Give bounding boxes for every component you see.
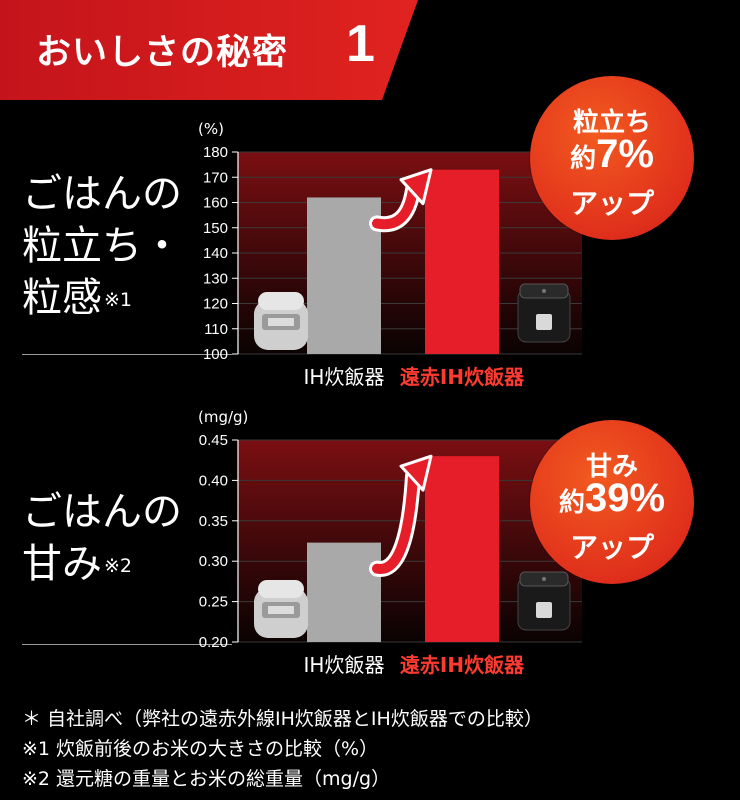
chart-sweetness: (mg/g) 0.20 0.25 0.30 0.35 0.40 0.45 IH炊飯器 遠赤IH炊… <box>180 406 600 696</box>
footnote-1: ※1 炊飯前後のお米の大きさの比較（%） <box>22 738 379 760</box>
badge-sweetness-line1: 甘み <box>585 452 638 482</box>
badge-grain-line3: アップ <box>569 187 654 220</box>
y-tick-label: 150 <box>203 220 228 237</box>
category-label: 遠赤IH炊飯器 <box>400 653 525 677</box>
y-tick-label: 0.20 <box>199 634 228 651</box>
rice-cooker-ih-icon <box>254 580 308 638</box>
category-label: IH炊飯器 <box>304 365 385 389</box>
section-1-divider <box>22 354 232 355</box>
y-tick-label: 160 <box>203 195 228 212</box>
banner-number: 1 <box>346 15 375 73</box>
y-tick-label: 110 <box>204 321 228 338</box>
rice-cooker-far-infrared-icon <box>517 571 571 631</box>
section-2-label-line: ごはんの <box>22 489 182 535</box>
rice-cooker-ih-icon <box>254 292 308 350</box>
y-tick-label: 0.40 <box>199 472 228 489</box>
bar-ih <box>307 197 381 354</box>
arrow-body <box>372 471 418 574</box>
rice-cooker-far-infrared-icon <box>517 283 571 343</box>
bar-ih <box>307 542 381 642</box>
badge-grain-line2: 約7% <box>570 132 654 176</box>
y-tick-label: 0.45 <box>199 432 228 449</box>
section-2-label: ごはんの 甘み ※2 <box>22 486 182 590</box>
y-tick-label: 0.30 <box>199 553 228 570</box>
footnote-survey: ＊ 自社調べ（弊社の遠赤外線IH炊飯器とIH炊飯器での比較） <box>22 708 543 730</box>
arrow-body <box>372 184 418 230</box>
y-tick-label: 140 <box>203 245 228 262</box>
y-tick-label: 120 <box>203 296 228 313</box>
y-unit-label: (mg/g) <box>198 408 248 426</box>
banner-shape <box>0 0 418 100</box>
section-1-note: ※1 <box>104 289 133 311</box>
chart-grain: (%) 100 110 120 130 140 150 160 170 180 IH炊飯器 遠赤IH炊… <box>180 118 600 408</box>
section-1-label-line: ごはんの <box>22 171 182 217</box>
badge-grain: 粒立ち 約7% アップ <box>530 76 694 240</box>
y-tick-label: 180 <box>203 144 228 161</box>
y-tick-label: 100 <box>203 346 228 363</box>
section-1-label: ごはんの 粒立ち・ 粒感 ※1 <box>22 168 182 324</box>
y-tick-label: 0.25 <box>199 594 228 611</box>
y-unit-label: (%) <box>198 120 224 138</box>
section-2-note: ※2 <box>104 555 133 577</box>
section-2-label-line: 甘み ※2 <box>22 541 133 587</box>
category-label: 遠赤IH炊飯器 <box>400 365 525 389</box>
arrow-head <box>399 168 433 206</box>
y-tick-label: 130 <box>203 270 228 287</box>
bar-far-infrared-ih <box>425 456 499 642</box>
grain-chart-svg: (%) 100 110 120 130 140 150 160 170 180 IH炊飯器 遠赤IH炊… <box>198 120 582 389</box>
footnote-2: ※2 還元糖の重量とお米の総重量（mg/g） <box>22 768 391 790</box>
badge-grain-line1: 粒立ち <box>572 108 651 138</box>
y-tick-label: 170 <box>203 169 228 186</box>
bar-far-infrared-ih <box>425 169 499 354</box>
y-tick-label: 0.35 <box>199 513 228 530</box>
arrow-head <box>399 454 433 492</box>
banner-title: おいしさの秘密 <box>36 33 289 73</box>
badge-sweetness-line2: 約39% <box>558 476 666 520</box>
sweetness-chart-svg: (mg/g) 0.20 0.25 0.30 0.35 0.40 0.45 IH炊飯器 遠赤IH炊… <box>198 408 582 677</box>
category-label: IH炊飯器 <box>304 653 385 677</box>
section-2-divider <box>22 644 232 645</box>
badge-sweetness-line3: アップ <box>569 531 654 564</box>
header-banner: おいしさの秘密 1 <box>0 0 740 110</box>
badge-sweetness: 甘み 約39% アップ <box>530 420 694 584</box>
section-1-label-line: 粒立ち・ <box>22 223 182 269</box>
section-1-label-line: 粒感 ※1 <box>22 275 133 321</box>
